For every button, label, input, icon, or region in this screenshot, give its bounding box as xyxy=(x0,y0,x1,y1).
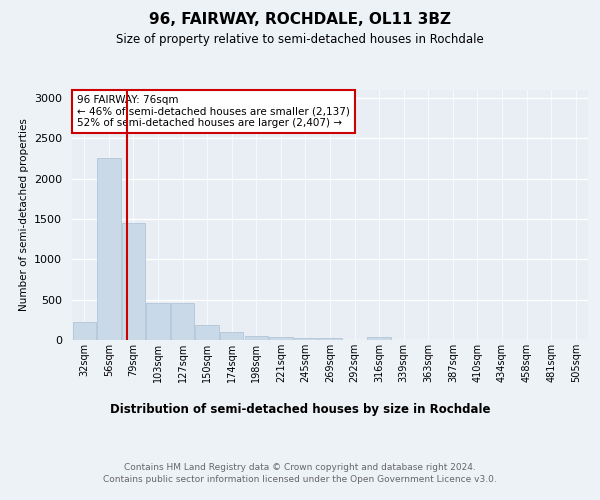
Bar xyxy=(73,322,96,340)
Bar xyxy=(367,337,391,340)
Text: 96, FAIRWAY, ROCHDALE, OL11 3BZ: 96, FAIRWAY, ROCHDALE, OL11 3BZ xyxy=(149,12,451,28)
Text: 96 FAIRWAY: 76sqm
← 46% of semi-detached houses are smaller (2,137)
52% of semi-: 96 FAIRWAY: 76sqm ← 46% of semi-detached… xyxy=(77,95,350,128)
Text: Size of property relative to semi-detached houses in Rochdale: Size of property relative to semi-detach… xyxy=(116,32,484,46)
Bar xyxy=(97,158,121,340)
Y-axis label: Number of semi-detached properties: Number of semi-detached properties xyxy=(19,118,29,312)
Text: Contains HM Land Registry data © Crown copyright and database right 2024.: Contains HM Land Registry data © Crown c… xyxy=(124,462,476,471)
Bar xyxy=(220,332,244,340)
Text: Contains public sector information licensed under the Open Government Licence v3: Contains public sector information licen… xyxy=(103,475,497,484)
Bar xyxy=(245,336,268,340)
Text: Distribution of semi-detached houses by size in Rochdale: Distribution of semi-detached houses by … xyxy=(110,402,490,415)
Bar xyxy=(171,303,194,340)
Bar xyxy=(319,338,341,340)
Bar xyxy=(294,338,317,340)
Bar xyxy=(196,325,219,340)
Bar xyxy=(146,303,170,340)
Bar xyxy=(122,223,145,340)
Bar xyxy=(269,337,293,340)
